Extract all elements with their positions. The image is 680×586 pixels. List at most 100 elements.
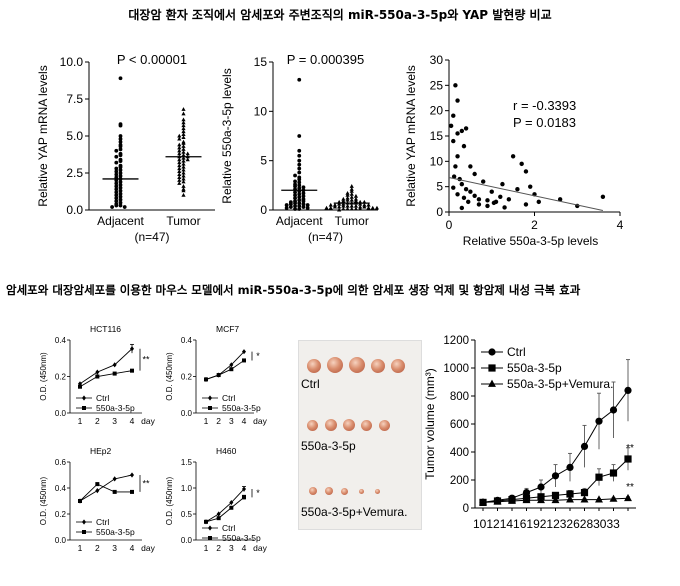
- yap-scatter-point: [181, 117, 186, 122]
- yap-scatter-y-tick-label: 5.0: [66, 129, 83, 143]
- yap-scatter-point: [118, 203, 123, 208]
- yap-scatter-point: [185, 157, 190, 162]
- hep2-significance: **: [142, 478, 150, 488]
- mir-scatter-point: [288, 202, 293, 206]
- yap-scatter-point: [118, 140, 123, 144]
- heading-expression-comparison: 대장암 환자 조직에서 암세포와 주변조직의 miR-550a-3-5p와 YA…: [128, 8, 552, 22]
- correlation-point: [448, 123, 454, 129]
- yap-scatter-point: [114, 160, 119, 165]
- h460-x-label: day: [253, 543, 267, 553]
- h460-y-tick-label: 0.0: [181, 536, 193, 545]
- h460-y-tick-label: 1.0: [181, 484, 193, 493]
- mir-scatter-point: [301, 191, 306, 196]
- mir-scatter-point: [362, 204, 367, 209]
- photo-label-mir: 550a-3-5p: [301, 439, 356, 453]
- mir-scatter-point: [288, 205, 293, 209]
- hep2-legend-marker: [82, 519, 86, 525]
- yap-scatter-point: [118, 197, 123, 202]
- mir-scatter-point: [349, 203, 354, 208]
- h460-marker-Ctrl: [242, 486, 246, 492]
- correlation-point: [481, 179, 486, 184]
- hep2-y-tick-label: 0.4: [55, 484, 67, 493]
- yap-scatter-point: [181, 188, 186, 193]
- yap-scatter-y-tick-label: 10.0: [60, 55, 84, 69]
- hep2-marker-Ctrl: [112, 476, 117, 482]
- mir-scatter-point: [297, 170, 302, 175]
- correlation-x-label: Relative 550a-3-5p levels: [463, 234, 598, 248]
- mir-scatter-point: [297, 186, 302, 191]
- h460-marker-550a-3-5p: [242, 495, 246, 500]
- tumor-volume-y-label: Tumor volume (mm³): [423, 368, 437, 480]
- yap-scatter-point: [177, 163, 182, 168]
- yap-scatter-point: [177, 178, 182, 182]
- mir-scatter-point: [297, 162, 302, 167]
- hep2-x-tick-label: 2: [95, 543, 100, 553]
- tumor-volume-y-tick-label: 600: [450, 419, 469, 431]
- h460-x-tick-label: 4: [242, 543, 247, 553]
- mir-scatter-point: [349, 184, 354, 188]
- mir-scatter-point: [345, 192, 350, 197]
- mcf7-y-tick-label: 0.4: [181, 336, 193, 345]
- correlation-fit-line: [448, 177, 604, 211]
- yap-scatter-point: [181, 132, 186, 137]
- hct116-marker-Ctrl: [130, 346, 134, 352]
- yap-scatter-point: [181, 111, 186, 116]
- hct116-marker-550a-3-5p: [95, 374, 100, 379]
- tumor-vem-3: [341, 488, 348, 495]
- mir-scatter-point: [345, 203, 350, 208]
- mir-scatter-point: [349, 187, 354, 191]
- correlation-y-tick-label: 30: [430, 53, 444, 67]
- yap-scatter-point: [181, 141, 186, 145]
- mir-scatter-point: [337, 207, 342, 212]
- h460-title: H460: [216, 446, 237, 456]
- yap-scatter-point: [177, 175, 182, 179]
- mcf7-marker-Ctrl: [242, 349, 246, 355]
- tumor-volume-marker-Ctrl: [624, 386, 632, 394]
- mcf7-x-label: day: [253, 416, 267, 426]
- tumor-volume-legend-label: Ctrl: [507, 345, 526, 359]
- correlation-point: [489, 189, 494, 194]
- tumor-volume-marker-550a-3-5p+Vemura.: [479, 498, 487, 506]
- tumor-ctrl-3: [349, 357, 365, 373]
- mir-scatter-point: [297, 201, 302, 205]
- yap-scatter-y-tick-label: 2.5: [66, 166, 83, 180]
- correlation-point: [455, 131, 460, 136]
- correlation-point: [476, 202, 482, 207]
- tumor-volume-marker-550a-3-5p: [595, 473, 603, 481]
- mcf7-significance: *: [256, 351, 260, 361]
- tumor-volume-marker-550a-3-5p+Vemura.: [580, 495, 589, 503]
- yap-scatter-point: [122, 205, 127, 209]
- hct116-y-tick-label: 0.4: [55, 336, 67, 345]
- mcf7-marker-Ctrl: [229, 362, 234, 368]
- mir-scatter-point: [293, 207, 297, 211]
- yap-scatter-point: [114, 169, 119, 174]
- tumor-volume-marker-Ctrl: [609, 406, 618, 414]
- hep2-marker-Ctrl: [95, 488, 100, 494]
- h460-legend-marker: [208, 536, 212, 540]
- hep2-y-label: O.D. (450nm): [39, 476, 48, 525]
- mir-scatter-point: [297, 183, 302, 188]
- mir-scatter-point: [332, 204, 338, 209]
- mcf7-x-tick-label: 3: [229, 416, 234, 426]
- mir-scatter-point: [341, 203, 346, 208]
- yap-scatter-point: [177, 172, 182, 176]
- mir-scatter-y-tick-label: 10: [254, 104, 268, 118]
- hct116-line-Ctrl: [79, 348, 133, 385]
- mir-scatter-point: [293, 196, 297, 201]
- yap-scatter-point: [114, 190, 119, 195]
- yap-scatter-point: [177, 136, 182, 141]
- yap-scatter-point: [181, 176, 186, 181]
- mir-scatter-point: [370, 205, 375, 210]
- mir-scatter-point: [349, 206, 354, 211]
- tumor-mir-3: [343, 419, 355, 431]
- yap-scatter-point: [118, 194, 123, 199]
- tumor-volume-marker-550a-3-5p+Vemura.: [551, 495, 560, 504]
- tumor-photo-panel: Ctrl 550a-3-5p 550a-3-5p+Vemura.: [298, 340, 422, 530]
- yap-scatter-point: [118, 153, 123, 158]
- hep2-y-tick-label: 0.6: [55, 458, 67, 467]
- tumor-volume-marker-Ctrl: [580, 442, 589, 450]
- yap-scatter-point: [181, 126, 186, 131]
- tumor-vem-5: [375, 489, 380, 494]
- h460-legend-marker: [208, 525, 212, 531]
- yap-scatter-point: [114, 184, 119, 189]
